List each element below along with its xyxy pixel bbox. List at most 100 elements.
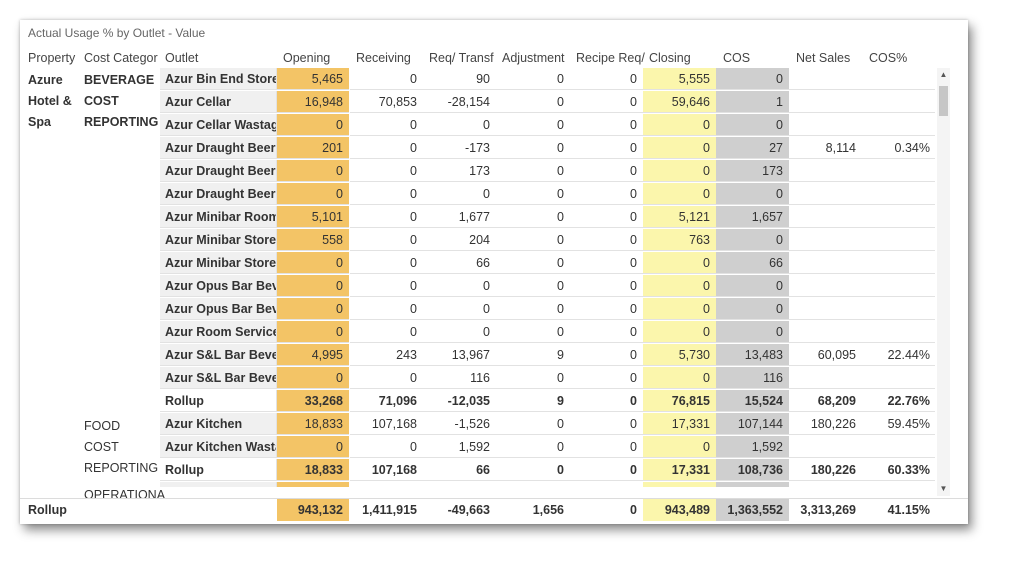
recipe-req-cell[interactable]: 0	[570, 413, 643, 435]
outlet-cell[interactable]: Azur S&L Bar Bever	[160, 344, 277, 366]
receiving-cell[interactable]: 0	[350, 137, 423, 159]
table-row[interactable]: Azur Opus Bar Bever0000000	[160, 298, 935, 321]
outlet-cell[interactable]: Azur Draught Beer C	[160, 137, 277, 159]
cos-pct-cell[interactable]	[862, 91, 935, 113]
recipe-req-cell[interactable]: 0	[570, 183, 643, 205]
cos-pct-cell[interactable]	[862, 436, 935, 458]
recipe-req-cell[interactable]: 0	[570, 68, 643, 90]
net-sales-cell[interactable]	[789, 114, 862, 136]
cos-cell[interactable]: 66	[716, 252, 789, 274]
net-sales-cell[interactable]	[789, 436, 862, 458]
opening-cell[interactable]: 0	[277, 436, 349, 458]
table-row[interactable]: Azur Draught Beer C 0 0 173 0 0 0 173	[160, 160, 935, 183]
cos-pct-cell[interactable]	[862, 183, 935, 205]
totals-adjustment[interactable]: 1,656	[532, 503, 564, 517]
outlet-cell[interactable]: Azur Bin End Store	[160, 68, 277, 90]
closing-cell[interactable]: 5,730	[643, 344, 716, 366]
outlet-cell[interactable]: Azur Kitchen Wastage	[160, 436, 277, 458]
closing-cell[interactable]: 0	[643, 482, 716, 487]
req-transf-cell[interactable]: -12,035	[423, 390, 496, 412]
net-sales-cell[interactable]	[789, 91, 862, 113]
recipe-req-cell[interactable]: 0	[570, 91, 643, 113]
opening-cell[interactable]: 18,833	[277, 413, 349, 435]
opening-cell[interactable]: 16,948	[277, 91, 349, 113]
opening-cell[interactable]: 0	[277, 183, 349, 205]
req-transf-cell[interactable]: 13,967	[423, 344, 496, 366]
recipe-req-cell[interactable]: 0	[570, 114, 643, 136]
closing-cell[interactable]: 0	[643, 275, 716, 297]
req-transf-cell[interactable]: 0	[423, 183, 496, 205]
net-sales-cell[interactable]	[789, 160, 862, 182]
closing-cell[interactable]: 0	[643, 298, 716, 320]
req-transf-cell[interactable]: 90	[423, 68, 496, 90]
cos-pct-cell[interactable]: 60.33%	[862, 459, 935, 481]
outlet-cell[interactable]: Azur Draught Beer I	[160, 183, 277, 205]
outlet-cell[interactable]: Azur Room Service	[160, 321, 277, 343]
opening-cell[interactable]: 0	[277, 160, 349, 182]
adjustment-cell[interactable]: 0	[496, 137, 570, 159]
cos-pct-cell[interactable]	[862, 321, 935, 343]
cos-cell[interactable]: 116	[716, 367, 789, 389]
net-sales-cell[interactable]	[789, 298, 862, 320]
opening-cell[interactable]: 0	[277, 321, 349, 343]
cos-cell[interactable]: 0	[716, 229, 789, 251]
cos-pct-cell[interactable]	[862, 252, 935, 274]
closing-cell[interactable]: 0	[643, 321, 716, 343]
adjustment-cell[interactable]: 9	[496, 390, 570, 412]
table-row[interactable]: Azur S&L Bar Bever 4,995 243 13,967 9 0 5,730 1…	[160, 344, 935, 367]
opening-cell[interactable]: 5,101	[277, 206, 349, 228]
header-cos[interactable]: COS	[723, 51, 751, 65]
opening-cell[interactable]: 0	[277, 298, 349, 320]
header-req-transf[interactable]: Req/ Transf	[429, 51, 494, 65]
totals-cos-pct[interactable]: 41.15%	[887, 503, 930, 517]
opening-cell[interactable]: 5,465	[277, 68, 349, 90]
cos-cell[interactable]: 173	[716, 160, 789, 182]
receiving-cell[interactable]: 107,168	[350, 413, 423, 435]
net-sales-cell[interactable]	[789, 367, 862, 389]
table-row[interactable]: Azur Kitchen 18,833 107,168 -1,526 0 0 17,331 1…	[160, 413, 935, 436]
receiving-cell[interactable]: 0	[350, 321, 423, 343]
recipe-req-cell[interactable]: 0	[570, 229, 643, 251]
cos-cell[interactable]: 13,483	[716, 344, 789, 366]
receiving-cell[interactable]: 0	[350, 183, 423, 205]
recipe-req-cell[interactable]: 0	[570, 206, 643, 228]
req-transf-cell[interactable]: 66	[423, 459, 496, 481]
outlet-cell[interactable]: Azur Cellar	[160, 91, 277, 113]
adjustment-cell[interactable]: 0	[496, 436, 570, 458]
opening-cell[interactable]: 0	[277, 252, 349, 274]
cos-cell[interactable]: 1,657	[716, 206, 789, 228]
table-row[interactable]: Azur Cellar 16,948 70,853 -28,154 0 0 59,646 1	[160, 91, 935, 114]
outlet-cell[interactable]: Azur Cellar Wastage	[160, 114, 277, 136]
closing-cell[interactable]: 5,555	[643, 68, 716, 90]
cos-cell[interactable]: 0	[716, 68, 789, 90]
net-sales-cell[interactable]	[789, 206, 862, 228]
table-row[interactable]: Azur Bin End Store 5,465 0 90 0 0 5,555 0	[160, 68, 935, 91]
opening-cell[interactable]: 0	[277, 275, 349, 297]
outlet-cell[interactable]: Azur Draught Beer C	[160, 160, 277, 182]
net-sales-cell[interactable]	[789, 275, 862, 297]
adjustment-cell[interactable]: 0	[496, 298, 570, 320]
adjustment-cell[interactable]: 0	[496, 413, 570, 435]
table-row[interactable]: Azur Minibar Stores 558 0 204 0 0 763 0	[160, 229, 935, 252]
cos-cell[interactable]: 107,144	[716, 413, 789, 435]
cos-pct-cell[interactable]	[862, 229, 935, 251]
totals-cos[interactable]: 1,363,552	[716, 499, 789, 521]
req-transf-cell[interactable]: 0	[423, 114, 496, 136]
cos-cell[interactable]: 1	[716, 91, 789, 113]
table-row[interactable]: Azur Draught Beer C 201 0 -173 0 0 0 27 8,114 0.3…	[160, 137, 935, 160]
req-transf-cell[interactable]: 1,677	[423, 206, 496, 228]
cos-cell[interactable]: 0	[716, 482, 789, 487]
closing-cell[interactable]: 5,121	[643, 206, 716, 228]
table-row[interactable]: Azur Cellar Wastage 0 0 0 0 0 0 0	[160, 114, 935, 137]
cos-pct-cell[interactable]	[862, 206, 935, 228]
recipe-req-cell[interactable]: 0	[570, 275, 643, 297]
scroll-up-icon[interactable]: ▲	[939, 70, 948, 79]
opening-cell[interactable]: 0	[277, 482, 349, 487]
header-cost-category[interactable]: Cost Categor	[84, 51, 158, 65]
cos-pct-cell[interactable]: 0.34%	[862, 137, 935, 159]
opening-cell[interactable]: 0	[277, 367, 349, 389]
receiving-cell[interactable]: 0	[350, 114, 423, 136]
net-sales-cell[interactable]: 68,209	[789, 390, 862, 412]
header-receiving[interactable]: Receiving	[356, 51, 411, 65]
